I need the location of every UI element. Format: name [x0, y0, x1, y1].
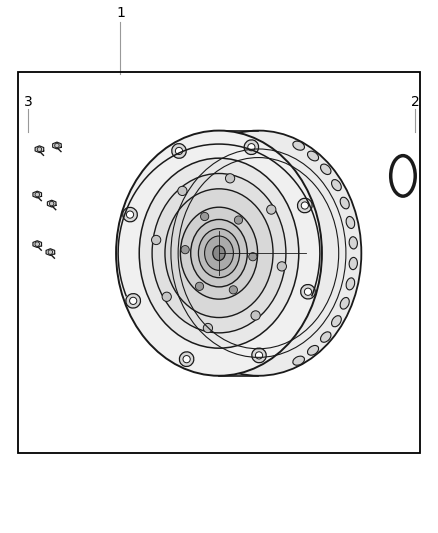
Ellipse shape: [126, 294, 141, 308]
Ellipse shape: [252, 348, 266, 363]
Text: 2: 2: [411, 95, 420, 109]
Ellipse shape: [293, 356, 304, 365]
Ellipse shape: [123, 207, 138, 222]
Circle shape: [35, 192, 39, 197]
Text: 1: 1: [116, 6, 125, 20]
Circle shape: [175, 147, 183, 155]
Bar: [18, 72, 420, 453]
Circle shape: [203, 324, 212, 333]
Ellipse shape: [307, 151, 318, 161]
Circle shape: [277, 262, 286, 271]
Circle shape: [267, 205, 276, 214]
Polygon shape: [35, 146, 44, 152]
Ellipse shape: [116, 131, 322, 376]
Ellipse shape: [244, 140, 258, 155]
Circle shape: [162, 292, 171, 301]
Ellipse shape: [165, 189, 273, 318]
Ellipse shape: [213, 246, 225, 261]
Circle shape: [249, 253, 257, 261]
Ellipse shape: [346, 278, 355, 290]
Ellipse shape: [307, 345, 318, 355]
Circle shape: [229, 286, 237, 294]
Ellipse shape: [340, 297, 349, 309]
Polygon shape: [47, 200, 56, 207]
Circle shape: [301, 202, 308, 209]
Circle shape: [181, 246, 189, 254]
Circle shape: [35, 242, 39, 246]
Circle shape: [127, 211, 134, 218]
Circle shape: [304, 288, 311, 295]
Ellipse shape: [116, 131, 322, 376]
Ellipse shape: [205, 236, 233, 270]
Circle shape: [248, 143, 255, 151]
Ellipse shape: [180, 352, 194, 367]
Circle shape: [178, 186, 187, 196]
Ellipse shape: [180, 207, 258, 299]
Ellipse shape: [332, 180, 341, 191]
Circle shape: [48, 250, 53, 254]
Ellipse shape: [198, 229, 240, 278]
Circle shape: [130, 297, 137, 304]
Polygon shape: [46, 249, 55, 255]
Ellipse shape: [152, 173, 286, 333]
Polygon shape: [33, 241, 42, 247]
Circle shape: [37, 147, 42, 151]
Ellipse shape: [191, 220, 247, 287]
Circle shape: [255, 352, 263, 359]
Circle shape: [234, 216, 243, 224]
Ellipse shape: [321, 164, 331, 174]
Circle shape: [183, 356, 190, 363]
Ellipse shape: [139, 158, 299, 348]
Polygon shape: [33, 191, 42, 198]
Circle shape: [226, 174, 235, 183]
Circle shape: [195, 282, 204, 290]
Text: 3: 3: [24, 95, 33, 109]
Ellipse shape: [332, 316, 341, 327]
Circle shape: [251, 311, 260, 320]
Ellipse shape: [297, 198, 312, 213]
Ellipse shape: [293, 141, 304, 150]
Ellipse shape: [155, 131, 361, 376]
Ellipse shape: [300, 285, 315, 299]
Circle shape: [201, 212, 209, 221]
Circle shape: [152, 236, 161, 245]
Ellipse shape: [349, 257, 357, 270]
Polygon shape: [116, 253, 361, 376]
Circle shape: [55, 143, 59, 148]
Ellipse shape: [346, 216, 355, 229]
Circle shape: [49, 201, 54, 206]
Ellipse shape: [172, 143, 186, 158]
Ellipse shape: [349, 237, 357, 249]
Ellipse shape: [340, 197, 349, 209]
Polygon shape: [53, 142, 61, 149]
Ellipse shape: [321, 332, 331, 342]
